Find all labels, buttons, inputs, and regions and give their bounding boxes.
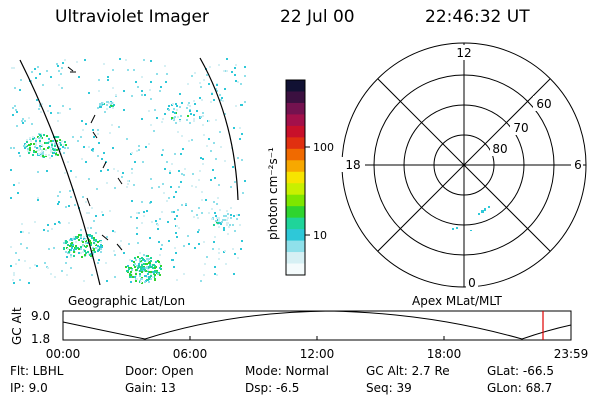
colorbar-cell (286, 160, 305, 173)
colorbar-cell (286, 183, 305, 196)
colorbar-cell (286, 263, 305, 276)
colorbar-tick-label: 100 (313, 141, 334, 154)
altitude-ytick: 1.8 (31, 332, 50, 346)
polar-panel-label: Apex MLat/MLT (412, 294, 502, 308)
instrument-title: Ultraviolet Imager (55, 7, 209, 27)
date-label: 22 Jul 00 (280, 7, 355, 27)
map-grid-line (19, 59, 101, 286)
mlat-label-80: 80 (492, 142, 507, 156)
colorbar-cell (286, 252, 305, 265)
colorbar-cell (286, 125, 305, 138)
door-info: Door: Open (125, 364, 194, 378)
colorbar-cell (286, 148, 305, 161)
dsp-info: Dsp: -6.5 (245, 381, 300, 395)
colorbar-cell (286, 171, 305, 184)
ip-info: IP: 9.0 (10, 381, 48, 395)
colorbar-cell (286, 137, 305, 150)
colorbar-frame (285, 79, 306, 276)
map-grid-line (199, 57, 239, 201)
altitude-curve (62, 310, 572, 340)
altitude-xtick: 06:00 (173, 347, 208, 361)
altitude-xtick: 00:00 (46, 347, 81, 361)
colorbar-cell (286, 240, 305, 253)
colorbar-gradient (286, 80, 305, 276)
colorbar-cell (286, 194, 305, 207)
altitude-plot-frame (62, 310, 572, 341)
filter-info: Flt: LBHL (10, 364, 64, 378)
altitude-xtick: 12:00 (300, 347, 335, 361)
colorbar-cell (286, 80, 305, 92)
colorbar-tick-label: 10 (313, 229, 327, 242)
mode-info: Mode: Normal (245, 364, 329, 378)
altitude-xtick: 23:59 (554, 347, 589, 361)
mlt-label-0: 0 (468, 276, 476, 290)
seq-info: Seq: 39 (366, 381, 412, 395)
colorbar-cell (286, 114, 305, 127)
geo-panel-label: Geographic Lat/Lon (68, 294, 186, 308)
colorbar-cell (286, 102, 305, 115)
mlt-label-12: 12 (456, 46, 471, 60)
altitude-xtick: 18:00 (427, 347, 462, 361)
mlt-meridian (377, 78, 551, 252)
time-label: 22:46:32 UT (425, 7, 530, 27)
colorbar-cell (286, 217, 305, 230)
mlt-label-6: 6 (574, 158, 582, 172)
colorbar-unit-label: photon cm⁻²s⁻¹ (266, 147, 280, 240)
mlat-label-60: 60 (536, 97, 551, 111)
gc-alt-info: GC Alt: 2.7 Re (366, 364, 450, 378)
glon-info: GLon: 68.7 (487, 381, 553, 395)
glat-info: GLat: -66.5 (487, 364, 554, 378)
mlt-label-18: 18 (345, 158, 360, 172)
mlat-label-70: 70 (513, 121, 528, 135)
gain-info: Gain: 13 (125, 381, 176, 395)
coastline (67, 66, 123, 251)
colorbar-cell (286, 206, 305, 219)
colorbar-cell (286, 91, 305, 104)
colorbar-cell (286, 229, 305, 242)
aurora-emission-pixels (10, 58, 246, 284)
altitude-ylabel: GC Alt (10, 307, 24, 345)
altitude-ytick: 9.0 (31, 309, 50, 323)
